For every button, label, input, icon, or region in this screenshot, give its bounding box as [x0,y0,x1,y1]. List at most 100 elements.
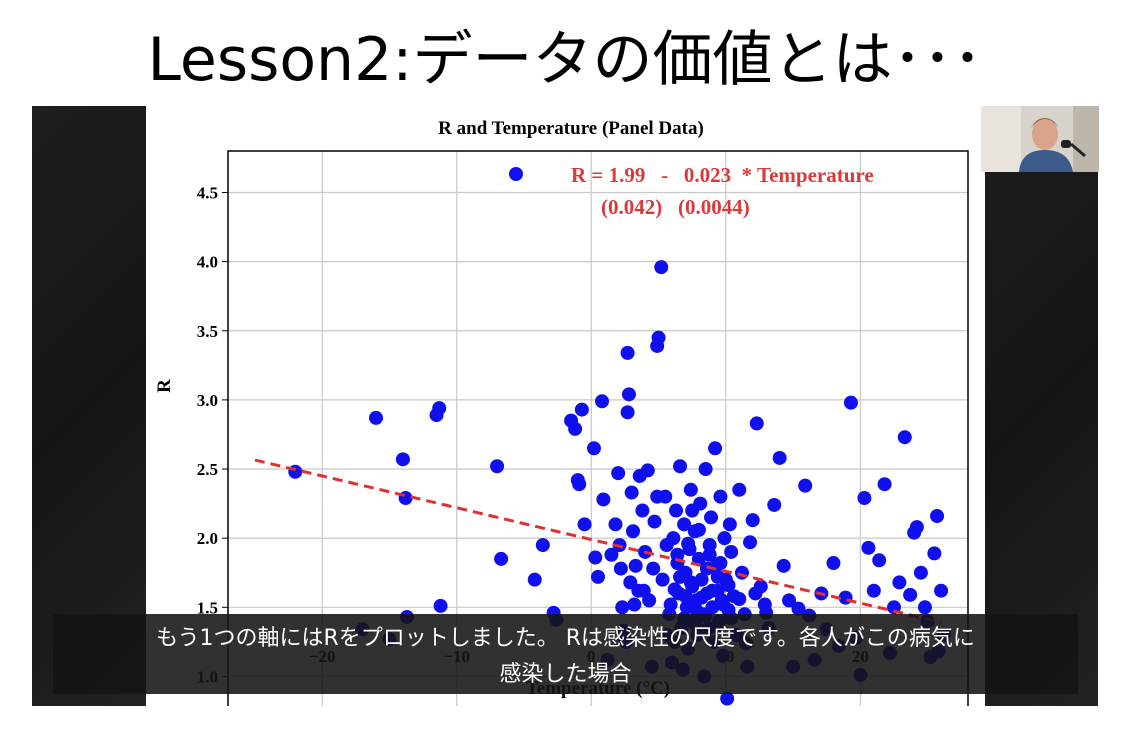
data-point [670,547,685,562]
data-point [913,565,928,580]
data-point [743,535,758,550]
data-point [535,538,550,553]
data-point [745,513,760,528]
left-video-panel [32,106,146,706]
data-point [798,478,813,493]
data-point [527,572,542,587]
data-point [934,583,949,598]
data-point [927,546,942,561]
equation-line-1: R = 1.99 - 0.023 * Temperature [571,163,874,187]
data-point [713,556,728,571]
data-point [691,551,706,566]
data-point [663,597,678,612]
data-point [702,538,717,553]
data-point [720,691,735,706]
data-point [749,416,764,431]
data-point [694,572,709,587]
data-point [722,517,737,532]
data-point [748,586,763,601]
presenter-webcam [981,106,1099,172]
y-tick-label: 2.5 [197,460,218,479]
data-point [666,531,681,546]
data-point [683,575,698,590]
data-point [724,544,739,559]
data-point [568,421,583,436]
data-point [604,547,619,562]
data-point [678,589,693,604]
data-point [494,551,509,566]
data-point [655,572,670,587]
data-point [623,575,638,590]
data-point [826,556,841,571]
y-tick-label: 4.0 [197,253,218,272]
data-point [654,260,669,275]
data-point [776,558,791,573]
data-point [857,491,872,506]
y-tick-label: 2.0 [197,529,218,548]
right-video-panel [985,106,1098,706]
data-point [395,452,410,467]
plot-frame [227,150,969,706]
data-point [782,593,797,608]
data-point [732,592,747,606]
data-point [667,582,682,597]
data-point [694,590,709,605]
data-point [636,583,651,598]
data-point [595,394,610,409]
data-point [586,441,601,456]
data-point [681,536,696,551]
data-point [640,463,655,478]
y-tick-label: 4.5 [197,183,218,202]
data-point [369,410,383,425]
data-point [588,550,603,565]
data-point [574,402,589,417]
data-point [685,503,700,518]
data-point [704,510,719,525]
data-point [596,492,611,507]
data-point [628,558,643,573]
data-point [843,395,858,410]
chart-title: R and Temperature (Panel Data) [438,118,704,139]
data-point [624,485,639,500]
data-point [909,520,924,535]
data-point [647,514,662,529]
data-point [683,482,698,497]
data-point [903,587,918,602]
data-point [713,489,728,504]
data-point [702,547,717,562]
data-point [611,466,626,481]
data-point [627,597,642,612]
data-point [732,482,747,497]
data-point [651,330,666,345]
data-point [861,540,876,555]
subtitle-line-1: もう1つの軸にはRをプロットしました。 Rは感染性の尺度です。各人がこの病気に [156,626,975,651]
data-point [917,600,932,615]
presenter-video-icon [981,106,1099,172]
data-point [621,387,636,402]
data-point [669,503,684,518]
y-tick-label: 3.5 [197,322,218,341]
data-point [717,531,732,546]
data-point [691,522,706,537]
data-point [577,517,592,532]
data-point [897,430,912,445]
y-axis-ticks: 1.01.52.02.53.03.54.04.5 [197,183,228,686]
y-tick-label: 3.0 [197,391,218,410]
data-point [892,575,907,590]
data-point [620,405,635,420]
data-point [866,583,881,598]
data-point [930,509,945,524]
data-point [615,600,630,615]
data-point [721,578,736,593]
data-point [698,462,713,477]
data-point [432,401,447,416]
data-point [591,569,605,584]
data-point [877,477,892,492]
data-point [625,524,640,539]
data-point [677,517,692,532]
data-point [673,459,688,474]
regression-line [254,458,942,624]
data-point [635,503,650,518]
data-point [699,561,714,576]
data-point [673,569,688,584]
